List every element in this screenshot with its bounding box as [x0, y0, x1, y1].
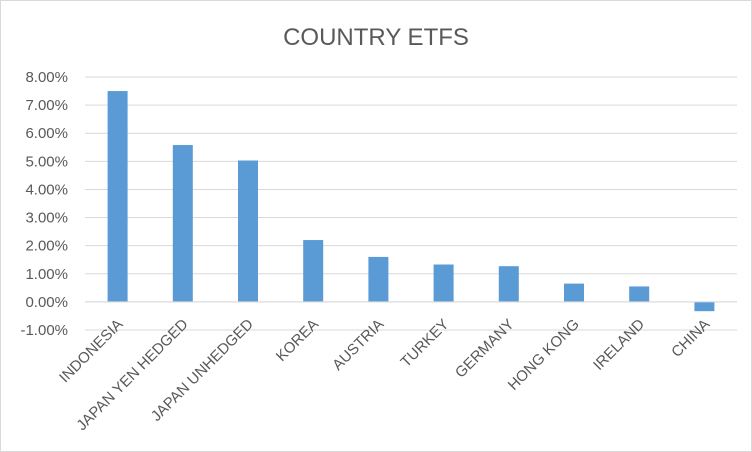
- bar: [498, 266, 519, 302]
- x-category-label: AUSTRIA: [329, 316, 387, 374]
- y-tick-label: 8.00%: [25, 69, 68, 86]
- y-tick-label: 4.00%: [25, 181, 68, 198]
- bar: [564, 283, 584, 302]
- y-tick-label: 2.00%: [25, 238, 68, 255]
- bars: [107, 91, 715, 312]
- y-tick-label: 0.00%: [25, 294, 68, 311]
- x-category-label: KOREA: [273, 316, 322, 365]
- bar: [694, 301, 715, 312]
- y-tick-label: 1.00%: [25, 266, 68, 283]
- y-tick-label: -1.00%: [20, 322, 68, 339]
- y-tick-label: 7.00%: [25, 97, 68, 114]
- x-category-label: JAPAN YEN HEDGED: [73, 316, 191, 434]
- bar: [433, 264, 454, 302]
- bar: [303, 240, 324, 302]
- y-tick-label: 6.00%: [25, 125, 68, 142]
- y-tick-label: 5.00%: [25, 153, 68, 170]
- x-category-label: TURKEY: [397, 316, 452, 371]
- y-tick-label: 3.00%: [25, 210, 68, 227]
- chart-title: COUNTRY ETFS: [283, 24, 469, 51]
- x-category-label: GERMANY: [452, 316, 518, 382]
- bar: [629, 286, 650, 302]
- x-category-label: CHINA: [668, 316, 713, 361]
- x-category-label: IRELAND: [590, 316, 648, 374]
- bar: [238, 160, 258, 302]
- bar: [107, 91, 128, 302]
- y-axis-ticks: -1.00% 0.00% 1.00% 2.00% 3.00% 4.00% 5.00% 6.00…: [20, 69, 68, 339]
- bar: [172, 145, 193, 302]
- bar: [368, 256, 389, 302]
